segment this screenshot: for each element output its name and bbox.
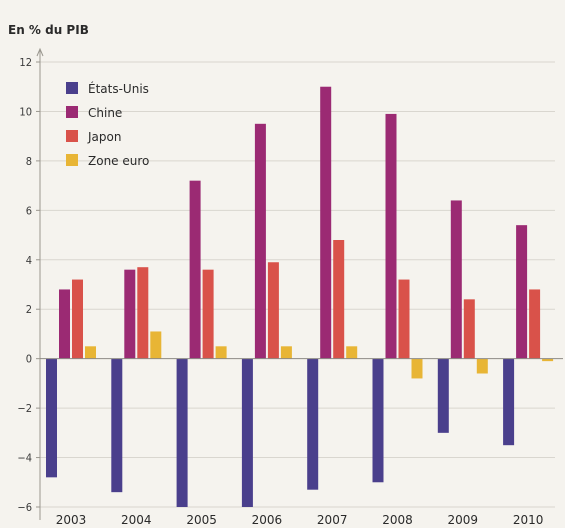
legend-swatch	[66, 82, 78, 94]
bar-2004-japon	[137, 267, 149, 359]
bar-2004-zone-euro	[150, 331, 162, 359]
x-tick-label: 2005	[186, 513, 217, 527]
bar-2010-chine	[516, 225, 528, 359]
y-tick-label: −6	[17, 501, 32, 514]
bar-2010--tats-unis	[503, 358, 515, 446]
x-tick-label: 2010	[513, 513, 544, 527]
legend-label: Zone euro	[88, 154, 149, 168]
bar-2007-chine	[320, 86, 332, 359]
bar-2004--tats-unis	[111, 358, 123, 493]
bar-2003-japon	[72, 279, 83, 359]
y-tick-label: 8	[26, 155, 32, 168]
bar-2006-chine	[254, 123, 266, 359]
bar-2009-zone-euro	[476, 358, 488, 374]
legend: États-Unis Chine Japon Zone euro	[66, 81, 149, 168]
y-axis-arrow	[36, 47, 44, 57]
axes	[36, 47, 563, 520]
y-tick-label: 6	[26, 204, 32, 217]
x-tick-label: 2009	[448, 513, 479, 527]
legend-label: Chine	[88, 106, 122, 120]
y-tick-label: 2	[26, 303, 32, 316]
x-tick-label: 2003	[56, 513, 87, 527]
legend-label: États-Unis	[88, 81, 149, 96]
bar-2003-chine	[59, 289, 70, 359]
bar-2008-chine	[385, 113, 397, 359]
y-tick-label: 10	[19, 105, 32, 118]
y-tick-label: 0	[26, 353, 32, 366]
bar-2004-chine	[124, 269, 136, 359]
x-tick-label: 2006	[252, 513, 283, 527]
bar-2006-zone-euro	[280, 346, 292, 359]
bar-2005-chine	[189, 180, 201, 359]
bar-2008-japon	[398, 279, 410, 359]
y-tick-label: 12	[19, 56, 32, 69]
legend-swatch	[66, 130, 78, 142]
y-axis-label: En % du PIB	[8, 23, 89, 37]
x-tick-label: 2008	[382, 513, 413, 527]
bar-2007--tats-unis	[307, 358, 319, 490]
bar-2009-chine	[450, 200, 462, 359]
bar-2010-zone-euro	[542, 358, 554, 362]
x-tick-label: 2007	[317, 513, 348, 527]
legend-swatch	[66, 154, 78, 166]
x-tick-label: 2004	[121, 513, 152, 527]
legend-label: Japon	[87, 130, 121, 144]
y-tick-label: −4	[17, 452, 32, 465]
legend-swatch	[66, 106, 78, 118]
bar-2008--tats-unis	[372, 358, 384, 483]
bar-2005--tats-unis	[176, 358, 188, 507]
bar-2003--tats-unis	[46, 358, 57, 478]
bar-2007-japon	[333, 240, 345, 359]
bar-2008-zone-euro	[411, 358, 423, 379]
y-tick-label: −2	[17, 402, 32, 415]
bar-2009-japon	[463, 299, 475, 359]
x-ticks: 2003 2004 2005 2006 2007 2008 2009 2010	[56, 513, 544, 527]
y-tick-label: 4	[26, 254, 32, 267]
bar-2005-japon	[202, 269, 214, 359]
bars	[46, 86, 554, 507]
bar-2005-zone-euro	[215, 346, 227, 359]
bar-2009--tats-unis	[437, 358, 449, 433]
y-ticks: −6 −4 −2 0 2 4 6 8 10 12	[17, 56, 40, 514]
bar-2006-japon	[267, 262, 279, 359]
bar-2007-zone-euro	[346, 346, 358, 359]
bar-2003-zone-euro	[85, 346, 96, 359]
bar-2006--tats-unis	[241, 358, 253, 507]
bar-2010-japon	[529, 289, 541, 359]
